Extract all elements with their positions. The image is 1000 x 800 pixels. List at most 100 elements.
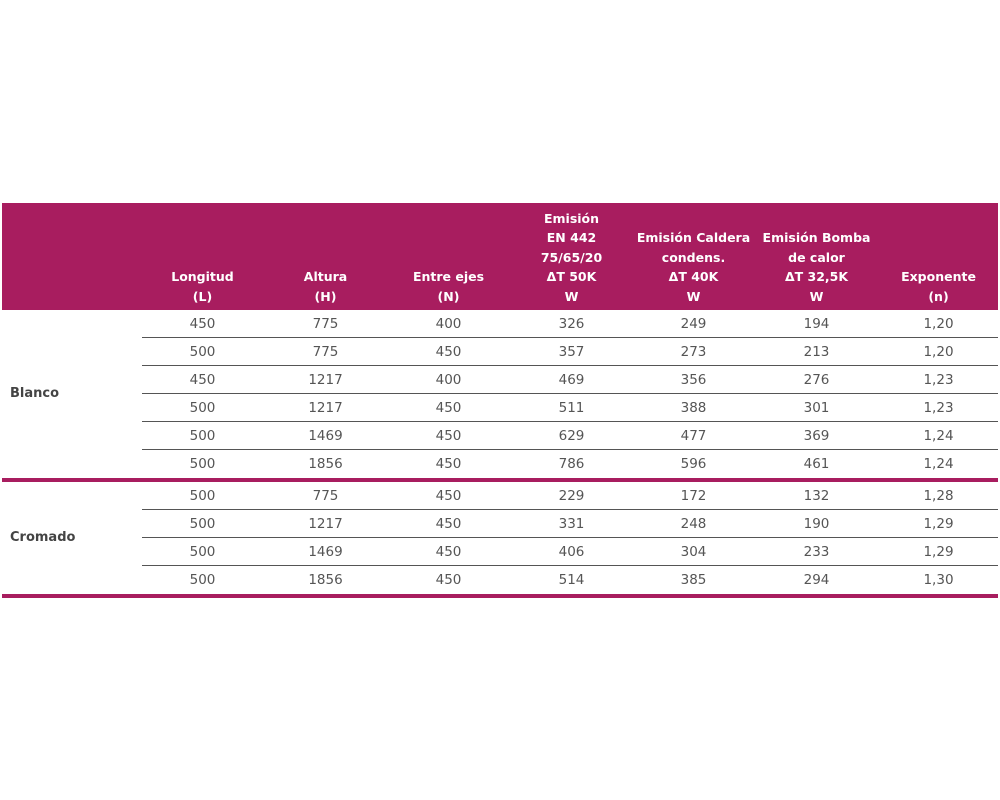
header-line: Exponente <box>901 269 976 284</box>
row-divider <box>142 393 998 394</box>
table-cell: 450 <box>435 456 462 472</box>
header-line: ΔT 40K <box>668 269 719 284</box>
row-divider <box>142 421 998 422</box>
column-header: Longitud (L) <box>141 203 264 310</box>
table-cell: 400 <box>435 316 462 332</box>
table-cell: 357 <box>558 344 585 360</box>
table-cell: 301 <box>803 400 830 416</box>
header-line: 75/65/20 <box>540 249 603 265</box>
table-cell: 385 <box>680 572 707 588</box>
column-header: Emisión Bomba de calor ΔT 32,5K W <box>755 203 878 310</box>
header-line: (L) <box>192 288 213 304</box>
table-cell: 500 <box>189 516 216 532</box>
table-cell: 1,20 <box>923 344 954 360</box>
table-cell: 450 <box>435 572 462 588</box>
column-header: Altura (H) <box>264 203 387 310</box>
table-cell: 213 <box>803 344 830 360</box>
row-divider <box>142 449 998 450</box>
header-line: Longitud <box>171 269 234 284</box>
table-cell: 356 <box>680 372 707 388</box>
table-cell: 1,30 <box>923 572 954 588</box>
table-cell: 500 <box>189 456 216 472</box>
table-cell: 786 <box>558 456 585 472</box>
table-cell: 1856 <box>308 456 343 472</box>
table-cell: 500 <box>189 428 216 444</box>
header-line: (n) <box>928 288 949 304</box>
table-cell: 775 <box>312 344 339 360</box>
table-cell: 629 <box>558 428 585 444</box>
table-cell: 388 <box>680 400 707 416</box>
table-cell: 1217 <box>308 400 343 416</box>
table-cell: 450 <box>435 344 462 360</box>
table-cell: 450 <box>435 544 462 560</box>
table-cell: 294 <box>803 572 830 588</box>
table-cell: 190 <box>803 516 830 532</box>
table-cell: 1,24 <box>923 428 954 444</box>
table-cell: 304 <box>680 544 707 560</box>
table-cell: 172 <box>680 488 707 504</box>
table-cell: 775 <box>312 488 339 504</box>
table-cell: 450 <box>435 516 462 532</box>
table-cell: 1,24 <box>923 456 954 472</box>
table-cell: 514 <box>558 572 585 588</box>
header-line: condens. <box>661 249 726 265</box>
table-cell: 1,23 <box>923 400 954 416</box>
table-cell: 229 <box>558 488 585 504</box>
table-cell: 450 <box>435 400 462 416</box>
header-line: (H) <box>314 288 337 304</box>
row-divider <box>142 365 998 366</box>
table-cell: 1,29 <box>923 516 954 532</box>
table-cell: 1,23 <box>923 372 954 388</box>
table-cell: 132 <box>803 488 830 504</box>
table-cell: 1,29 <box>923 544 954 560</box>
table-cell: 1217 <box>308 372 343 388</box>
table-cell: 450 <box>435 488 462 504</box>
table-cell: 369 <box>803 428 830 444</box>
header-line: (N) <box>437 288 460 304</box>
table-cell: 450 <box>189 316 216 332</box>
table-cell: 500 <box>189 544 216 560</box>
table-cell: 500 <box>189 344 216 360</box>
table-cell: 511 <box>558 400 585 416</box>
table-cell: 469 <box>558 372 585 388</box>
header-line: ΔT 32,5K <box>784 269 849 284</box>
table-cell: 273 <box>680 344 707 360</box>
group-divider <box>2 478 998 482</box>
header-line: W <box>564 288 579 304</box>
table-cell: 1469 <box>308 428 343 444</box>
header-line: Entre ejes <box>412 269 485 284</box>
table-cell: 1856 <box>308 572 343 588</box>
header-line: ΔT 50K <box>546 269 597 284</box>
table-cell: 1,20 <box>923 316 954 332</box>
table-cell: 775 <box>312 316 339 332</box>
table-cell: 500 <box>189 400 216 416</box>
table-cell: 331 <box>558 516 585 532</box>
header-line: W <box>809 288 824 304</box>
header-line: Emisión Caldera <box>636 230 751 245</box>
header-line: de calor <box>788 249 845 265</box>
header-line: W <box>686 288 701 304</box>
header-line: EN 442 <box>546 230 597 245</box>
row-divider <box>142 537 998 538</box>
table-cell: 233 <box>803 544 830 560</box>
table-cell: 248 <box>680 516 707 532</box>
column-header: Emisión EN 442 75/65/20 ΔT 50K W <box>510 203 633 310</box>
table-cell: 500 <box>189 488 216 504</box>
table-cell: 500 <box>189 572 216 588</box>
row-divider <box>142 509 998 510</box>
header-line: Altura <box>303 269 348 284</box>
table-cell: 461 <box>803 456 830 472</box>
column-header: Entre ejes (N) <box>387 203 510 310</box>
group-label: Cromado <box>10 530 76 545</box>
table-cell: 249 <box>680 316 707 332</box>
column-header: Emisión Caldera condens. ΔT 40K W <box>632 203 755 310</box>
table-cell: 1217 <box>308 516 343 532</box>
table-cell: 596 <box>680 456 707 472</box>
table-cell: 400 <box>435 372 462 388</box>
table-cell: 276 <box>803 372 830 388</box>
group-divider <box>2 594 998 598</box>
header-line: Emisión Bomba <box>762 230 871 245</box>
table-header <box>2 203 998 310</box>
table-cell: 194 <box>803 316 830 332</box>
header-line: Emisión <box>543 210 600 226</box>
